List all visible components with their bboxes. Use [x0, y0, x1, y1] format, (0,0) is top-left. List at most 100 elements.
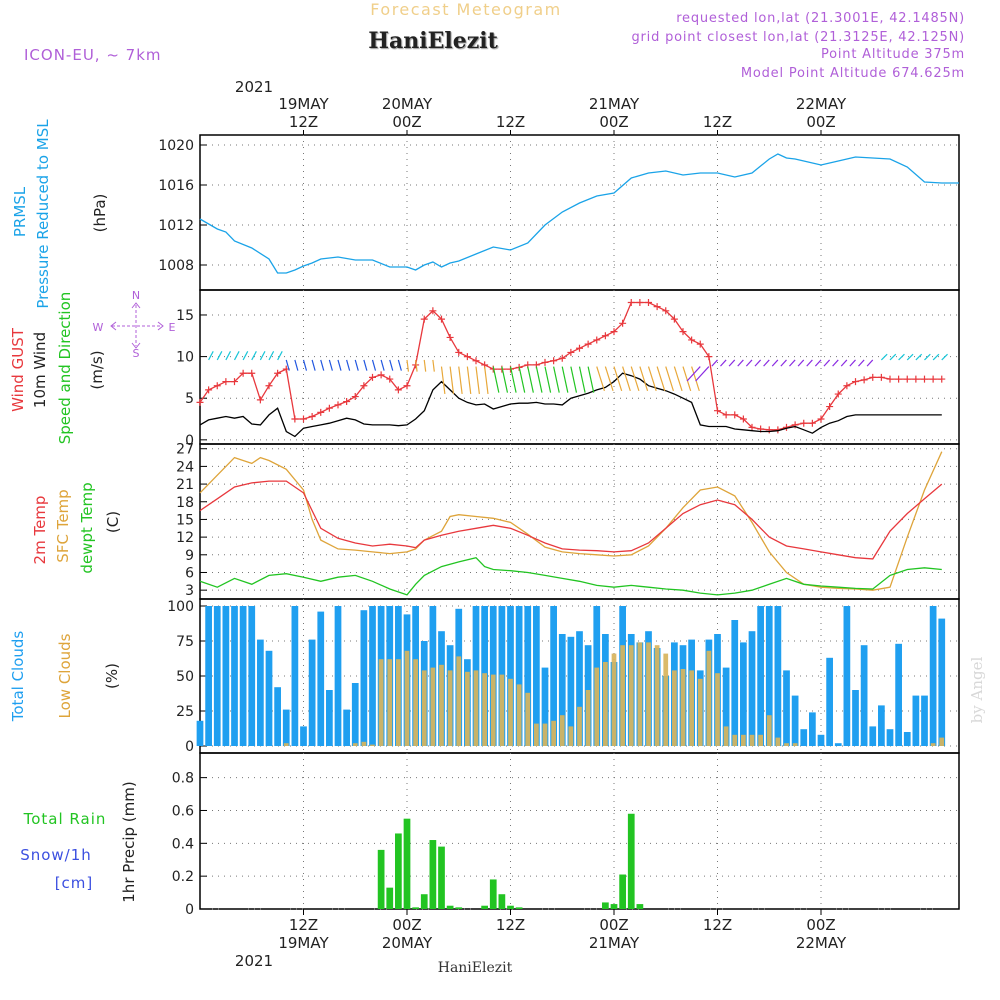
low-clouds-bar	[456, 656, 462, 746]
wind-direction-arrow	[814, 359, 822, 367]
gust-marker	[231, 378, 238, 386]
wind-direction-arrow	[691, 366, 700, 392]
low-clouds-bar	[413, 659, 418, 746]
temp-ytick-label: 21	[176, 477, 194, 493]
total-clouds-bar	[834, 743, 842, 746]
wind-direction-arrow	[754, 359, 762, 367]
bottom-year-label: 2021	[235, 952, 273, 970]
wind-direction-arrow	[789, 359, 796, 367]
total-clouds-bar	[351, 683, 359, 746]
wind-direction-arrow	[268, 351, 275, 361]
wind-direction-arrow	[832, 359, 839, 367]
wind-direction-arrow	[311, 359, 316, 371]
top-hour-label: 12Z	[496, 113, 525, 131]
gust-marker	[834, 390, 842, 398]
low-clouds-bar	[430, 667, 436, 746]
compass-s: S	[133, 347, 140, 360]
low-clouds-bar	[732, 734, 738, 746]
cloud-panel-labels: Total Clouds Low Clouds (%)	[9, 631, 121, 723]
top-hour-label: 00Z	[392, 113, 421, 131]
wind-direction-arrow	[389, 359, 394, 371]
total-clouds-bar	[291, 606, 299, 746]
wind-direction-arrow	[509, 366, 517, 393]
gust-marker	[550, 357, 558, 365]
wind-direction-arrow	[484, 366, 489, 394]
wind-direction-arrow	[406, 359, 410, 372]
low-clouds-bar	[663, 653, 669, 746]
wind-panel-labels: Wind GUST 10m Wind Speed and Direction (…	[9, 292, 106, 445]
total-clouds-bar	[507, 606, 514, 746]
gust-marker	[239, 369, 247, 377]
pressure-label-msl: Pressure Reduced to MSL	[34, 119, 52, 309]
total-clouds-bar	[903, 732, 911, 746]
total-clouds-bar	[869, 726, 877, 746]
low-clouds-bar	[646, 642, 651, 746]
t2m-series-line	[199, 480, 943, 560]
wind-direction-arrow	[656, 366, 666, 392]
low-clouds-bar	[672, 670, 677, 746]
gust-marker	[722, 411, 730, 419]
watermark: by Angel	[968, 656, 986, 723]
rain-bar	[420, 894, 428, 909]
low-clouds-bar	[473, 670, 479, 746]
precip-panel: 0 0.2 0.4 0.6 0.8	[172, 752, 960, 918]
total-clouds-bar	[326, 690, 333, 746]
top-date-label: 21MAY	[589, 95, 640, 113]
total-clouds-bar	[757, 606, 764, 746]
gust-marker	[584, 340, 592, 348]
gust-marker	[619, 319, 627, 327]
wind-direction-arrow	[423, 359, 427, 372]
low-clouds-bar	[766, 715, 772, 746]
low-clouds-bar	[361, 741, 367, 746]
wind-direction-arrow	[544, 366, 552, 393]
total-clouds-bar	[860, 645, 868, 746]
total-clouds-bar	[222, 606, 230, 746]
gust-marker	[463, 353, 471, 361]
compass-icon	[110, 302, 164, 349]
low-clouds-bar	[585, 690, 591, 746]
temp-ytick-label: 12	[176, 530, 194, 546]
gust-marker	[351, 393, 359, 401]
precip-ytick-label: 0.4	[172, 836, 194, 852]
total-clouds-bar	[257, 639, 264, 746]
gust-marker	[213, 382, 221, 390]
total-clouds-bar	[231, 606, 238, 746]
pressure-label-unit: (hPa)	[91, 194, 109, 233]
low-clouds-bar	[784, 743, 789, 746]
wind-direction-arrow	[415, 359, 418, 372]
wind-direction-arrow	[285, 359, 290, 371]
low-clouds-bar	[577, 706, 582, 746]
gust-marker	[696, 340, 704, 348]
gust-marker	[576, 344, 583, 352]
wind-ytick-label: 0	[185, 433, 194, 449]
wind-direction-arrow	[932, 353, 940, 361]
gust-marker	[265, 382, 273, 390]
wind-direction-arrow	[242, 351, 249, 361]
total-clouds-bar	[524, 606, 532, 746]
bottom-hour-label: 00Z	[806, 916, 835, 934]
bottom-date-label: 19MAY	[278, 934, 329, 952]
rain-bar	[636, 904, 644, 909]
wind-direction-arrow	[466, 366, 472, 394]
gust-marker	[748, 423, 756, 431]
gust-marker	[662, 307, 670, 315]
wind-direction-arrow	[858, 359, 865, 367]
requested-coords: requested lon,lat (21.3001E, 42.1485N)	[676, 11, 965, 26]
total-clouds-bar	[740, 642, 747, 746]
total-clouds-bar	[817, 734, 825, 746]
precip-frame	[199, 752, 960, 910]
low-clouds-bar	[508, 678, 513, 746]
gust-marker	[541, 358, 549, 366]
low-clouds-bar	[611, 653, 617, 746]
low-clouds-bar	[396, 659, 401, 746]
gust-marker	[593, 336, 601, 344]
temp-label-dewpt: dewpt Temp	[78, 482, 96, 573]
wind-direction-arrow	[806, 359, 813, 367]
wind-direction-arrow	[432, 359, 435, 372]
low-clouds-bar	[930, 743, 936, 746]
total-clouds-bar	[912, 695, 920, 746]
gust-marker	[826, 403, 834, 411]
gust-marker	[360, 382, 368, 390]
wind-direction-arrow	[780, 359, 787, 367]
